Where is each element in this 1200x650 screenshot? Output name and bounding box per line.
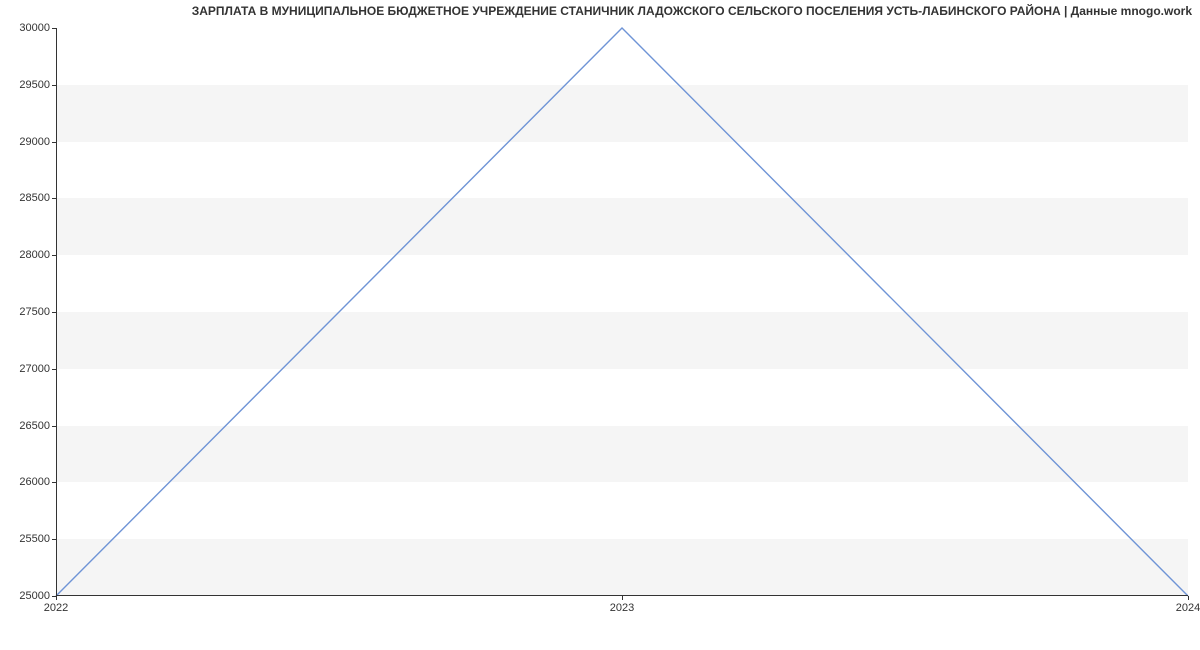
line-layer xyxy=(56,28,1188,596)
y-tick-label: 26000 xyxy=(19,476,50,488)
series-line xyxy=(56,28,1188,596)
y-tick-label: 25500 xyxy=(19,533,50,545)
y-tick-label: 28000 xyxy=(19,249,50,261)
chart-title: ЗАРПЛАТА В МУНИЦИПАЛЬНОЕ БЮДЖЕТНОЕ УЧРЕЖ… xyxy=(192,4,1192,18)
x-tick-label: 2024 xyxy=(1176,602,1200,614)
y-tick-label: 29500 xyxy=(19,79,50,91)
y-tick-label: 27000 xyxy=(19,363,50,375)
x-tick-mark xyxy=(622,596,623,600)
plot-area: 2500025500260002650027000275002800028500… xyxy=(56,28,1188,596)
x-axis-line xyxy=(56,595,1188,596)
x-tick-label: 2022 xyxy=(44,602,68,614)
y-tick-label: 29000 xyxy=(19,136,50,148)
x-tick-mark xyxy=(1188,596,1189,600)
y-tick-label: 30000 xyxy=(19,22,50,34)
y-axis-line xyxy=(56,28,57,596)
y-tick-label: 25000 xyxy=(19,590,50,602)
y-tick-label: 28500 xyxy=(19,192,50,204)
line-chart: ЗАРПЛАТА В МУНИЦИПАЛЬНОЕ БЮДЖЕТНОЕ УЧРЕЖ… xyxy=(0,0,1200,650)
y-tick-label: 26500 xyxy=(19,420,50,432)
x-tick-mark xyxy=(56,596,57,600)
x-tick-label: 2023 xyxy=(610,602,634,614)
y-tick-label: 27500 xyxy=(19,306,50,318)
